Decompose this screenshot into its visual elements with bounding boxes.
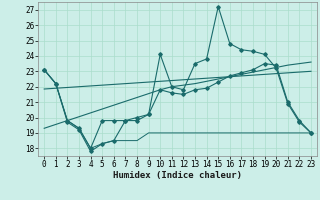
X-axis label: Humidex (Indice chaleur): Humidex (Indice chaleur) <box>113 171 242 180</box>
